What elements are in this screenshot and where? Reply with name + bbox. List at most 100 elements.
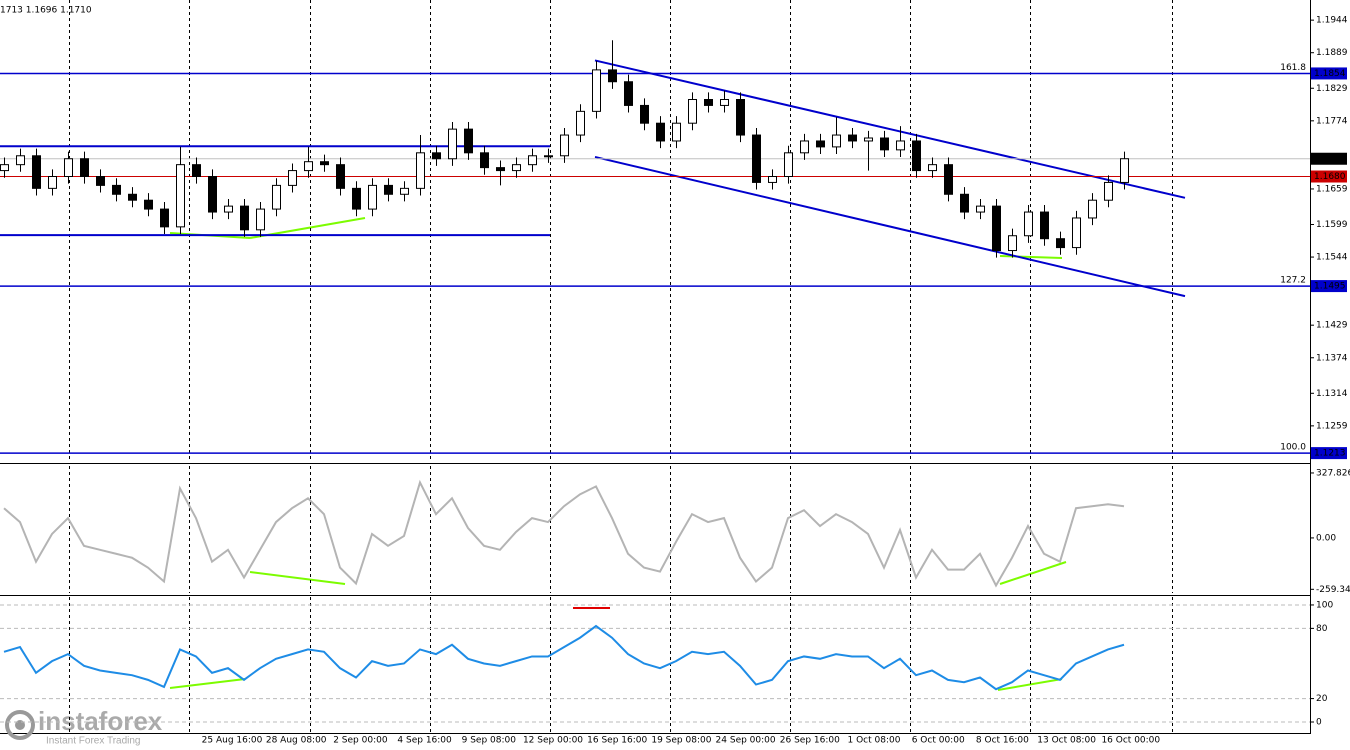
price-box	[1311, 447, 1347, 460]
candle-body	[864, 137, 873, 142]
x-tick-label: 13 Oct 08:00	[1037, 736, 1096, 746]
price-box-label: 1.1710	[1314, 154, 1346, 164]
candle-body	[496, 167, 505, 172]
y-tick-label: 1.1659	[1316, 184, 1348, 194]
panel-borders	[0, 0, 1311, 734]
price-box	[1311, 67, 1347, 80]
x-tick-label: 9 Sep 08:00	[462, 736, 517, 746]
candle-body	[1056, 238, 1065, 249]
candle-body	[224, 205, 233, 213]
candle-body	[592, 69, 601, 112]
price-box	[1311, 280, 1347, 293]
y-tick-label: 1.1774	[1316, 116, 1348, 126]
candle-body	[512, 164, 521, 172]
x-tick-label: 25 Aug 16:00	[202, 736, 263, 746]
candle-body	[672, 122, 681, 142]
candle-body	[1024, 211, 1033, 237]
candle-body	[544, 155, 553, 158]
price-box-label: 1.1495	[1314, 282, 1346, 292]
candle-body	[192, 164, 201, 178]
y-tick-label: 100	[1316, 600, 1333, 610]
price-box-label: 1.1213	[1314, 449, 1346, 459]
candle-body	[752, 134, 761, 183]
candle-body	[720, 99, 729, 106]
x-tick-label: 1 Oct 08:00	[848, 736, 901, 746]
y-tick-label: 0	[1316, 717, 1322, 727]
y-tick-label: 0.00	[1316, 533, 1336, 543]
x-tick-label: 4 Sep 16:00	[397, 736, 452, 746]
y-tick-label: 1.1314	[1316, 389, 1348, 399]
price-box-label: 1.1680	[1314, 172, 1346, 182]
y-tick-label: 1.1889	[1316, 48, 1348, 58]
candle-body	[432, 152, 441, 160]
x-tick-label: 26 Sep 16:00	[780, 736, 840, 746]
x-tick-label: 16 Oct 00:00	[1101, 736, 1160, 746]
candle-body	[736, 99, 745, 136]
candle-body	[800, 140, 809, 154]
candle-body	[64, 158, 73, 178]
x-tick-label: 6 Oct 00:00	[912, 736, 965, 746]
candle-body	[368, 184, 377, 210]
candle-body	[128, 193, 137, 201]
candle-body	[576, 110, 585, 136]
candle-body	[464, 128, 473, 154]
y-tick-label: 1.1599	[1316, 220, 1348, 230]
watermark-brand: instaforex	[38, 706, 163, 736]
candle-body	[832, 134, 841, 148]
fibo-level-label: 100.0	[1280, 443, 1306, 453]
candle-body	[784, 152, 793, 178]
trend-line	[594, 155, 1186, 298]
x-tick-label: 24 Sep 00:00	[716, 736, 776, 746]
candle-body	[0, 164, 9, 172]
candle-body	[288, 170, 297, 186]
candle-body	[1008, 235, 1017, 252]
trend-line	[594, 59, 1186, 199]
candle-body	[320, 161, 329, 166]
x-tick-label: 12 Sep 00:00	[523, 736, 583, 746]
candle-body	[112, 184, 121, 195]
candle-body	[1120, 158, 1129, 183]
fibo-level-label: 127.2	[1280, 276, 1306, 286]
price-box-label: 1.1854	[1314, 69, 1346, 79]
candle-body	[176, 164, 185, 228]
candle-body	[416, 152, 425, 189]
candle-body	[304, 161, 313, 172]
candle-body	[560, 134, 569, 157]
x-tick-label: 8 Oct 16:00	[976, 736, 1029, 746]
y-tick-label: 327.826	[1316, 468, 1350, 478]
x-tick-label: 16 Sep 16:00	[587, 736, 647, 746]
candle-body	[768, 176, 777, 183]
candle-body	[848, 134, 857, 142]
candle-body	[400, 187, 409, 195]
candle-body	[480, 152, 489, 169]
candle-body	[688, 99, 697, 124]
candle-body	[32, 155, 41, 189]
candle-body	[208, 176, 217, 213]
candle-body	[448, 128, 457, 160]
candle-body	[144, 199, 153, 210]
candle-body	[16, 155, 25, 166]
y-tick-label: 20	[1316, 694, 1328, 704]
candle-body	[704, 99, 713, 106]
candle-body	[624, 81, 633, 106]
candle-body	[48, 176, 57, 189]
y-tick-label: 1.1944	[1316, 16, 1348, 26]
candle-body	[640, 104, 649, 124]
candle-body	[272, 184, 281, 210]
x-tick-label: 19 Sep 08:00	[651, 736, 711, 746]
candle-body	[528, 155, 537, 166]
candle-body	[928, 164, 937, 172]
y-tick-label: 1.1544	[1316, 253, 1348, 263]
candle-body	[256, 208, 265, 231]
candle-body	[96, 176, 105, 186]
candle-body	[1088, 199, 1097, 219]
x-tick-label: 2 Sep 00:00	[333, 736, 388, 746]
candle-body	[880, 137, 889, 151]
candle-body	[1104, 181, 1113, 201]
candle-body	[960, 193, 969, 213]
candle-body	[656, 122, 665, 142]
candle-body	[896, 140, 905, 151]
candle-body	[1040, 211, 1049, 240]
